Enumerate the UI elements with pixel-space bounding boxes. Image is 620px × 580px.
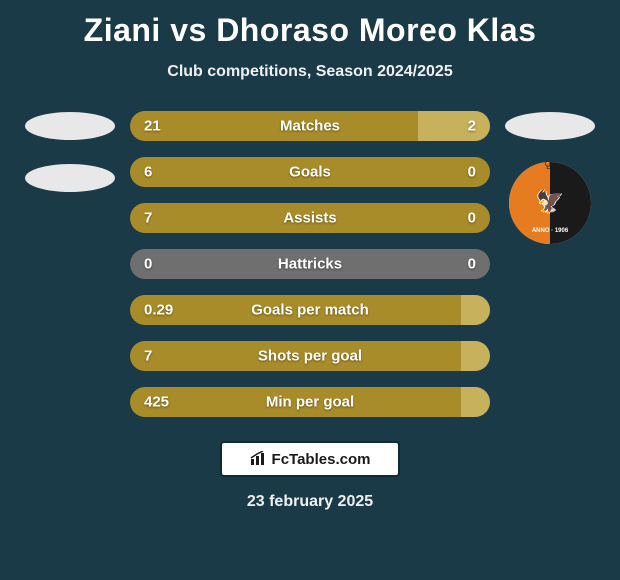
stat-value-left: 0 xyxy=(144,256,152,273)
stat-label: Goals xyxy=(289,164,331,181)
stat-row: 0 Hattricks 0 xyxy=(130,249,490,279)
ellipse-icon xyxy=(25,112,115,140)
stat-row: 6 Goals 0 xyxy=(130,157,490,187)
brand-text: FcTables.com xyxy=(272,451,371,468)
eagle-icon: 🦅 xyxy=(536,191,563,213)
stat-value-left: 425 xyxy=(144,394,169,411)
stat-value-right: 0 xyxy=(468,210,476,227)
stat-row: 7 Assists 0 xyxy=(130,203,490,233)
player-badge-right: ♔ 🦅 ANNO · 1906 xyxy=(520,106,605,191)
stat-value-right: 0 xyxy=(468,164,476,181)
stat-value-left: 7 xyxy=(144,348,152,365)
stat-label: Matches xyxy=(280,118,340,135)
stat-row: 7 Shots per goal xyxy=(130,341,490,371)
stat-label: Min per goal xyxy=(266,394,354,411)
player-badge-left xyxy=(15,106,100,191)
page-title: Ziani vs Dhoraso Moreo Klas xyxy=(0,0,620,49)
ellipse-icon xyxy=(25,164,115,192)
stat-row: 21 Matches 2 xyxy=(130,111,490,141)
date-text: 23 february 2025 xyxy=(0,493,620,511)
stat-value-left: 21 xyxy=(144,118,161,135)
crown-icon: ♔ xyxy=(544,162,557,173)
stat-value-right: 0 xyxy=(468,256,476,273)
club-est-text: ANNO · 1906 xyxy=(532,228,568,234)
brand-badge[interactable]: FcTables.com xyxy=(220,441,400,477)
stat-value-left: 7 xyxy=(144,210,152,227)
stat-bars: 21 Matches 2 6 Goals 0 7 Assists 0 0 Hattricks 0 0.2… xyxy=(130,111,490,417)
ellipse-icon xyxy=(505,112,595,140)
stat-label: Assists xyxy=(283,210,336,227)
stat-value-left: 6 xyxy=(144,164,152,181)
club-logo: ♔ 🦅 ANNO · 1906 xyxy=(509,162,591,244)
chart-icon xyxy=(250,451,268,468)
subtitle: Club competitions, Season 2024/2025 xyxy=(0,63,620,81)
stat-label: Hattricks xyxy=(278,256,342,273)
comparison-content: ♔ 🦅 ANNO · 1906 21 Matches 2 6 Goals 0 7 Assist… xyxy=(0,111,620,417)
stat-value-right: 2 xyxy=(468,118,476,135)
stat-value-left: 0.29 xyxy=(144,302,173,319)
stat-row: 0.29 Goals per match xyxy=(130,295,490,325)
stat-row: 425 Min per goal xyxy=(130,387,490,417)
stat-label: Goals per match xyxy=(251,302,369,319)
stat-label: Shots per goal xyxy=(258,348,362,365)
